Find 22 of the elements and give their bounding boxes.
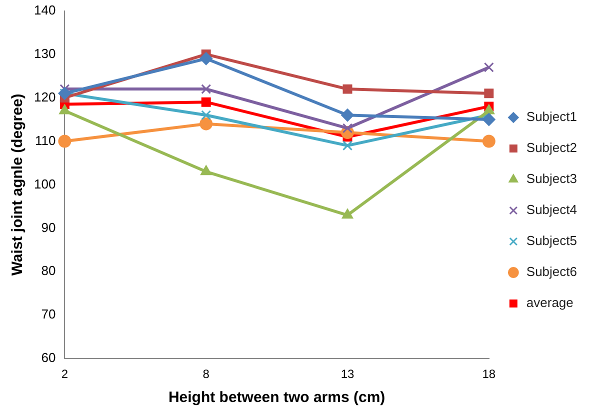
y-axis-title: Waist joint agnle (degree) <box>9 94 26 276</box>
legend-label: Subject1 <box>526 109 578 124</box>
x-tick-label: 13 <box>340 367 354 382</box>
legend-label: Subject5 <box>526 233 578 248</box>
legend-label: Subject6 <box>526 264 578 280</box>
y-tick-label: 120 <box>34 89 56 104</box>
y-tick-label: 100 <box>34 176 56 192</box>
legend-label: Subject2 <box>526 140 578 156</box>
y-tick-label: 110 <box>34 132 56 148</box>
x-tick-label: 8 <box>202 367 210 382</box>
legend-label: Subject3 <box>526 171 578 186</box>
y-tick-label: 70 <box>41 306 56 322</box>
legend-label: average <box>526 295 574 310</box>
x-tick-label: 18 <box>482 367 496 382</box>
x-tick-label: 2 <box>61 367 68 382</box>
y-tick-label: 60 <box>41 350 56 366</box>
y-tick-label: 140 <box>34 2 56 18</box>
y-tick-label: 130 <box>34 46 56 61</box>
y-tick-label: 80 <box>41 263 56 278</box>
legend-label: Subject4 <box>526 202 578 218</box>
x-axis-title: Height between two arms (cm) <box>168 389 386 406</box>
y-tick-label: 90 <box>41 220 56 235</box>
